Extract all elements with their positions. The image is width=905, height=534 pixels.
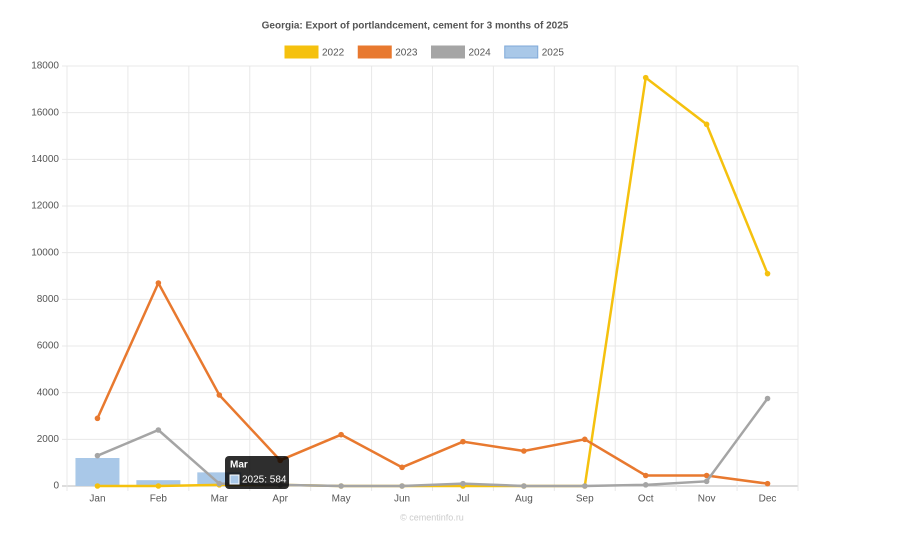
point <box>399 464 405 471</box>
point <box>642 482 649 488</box>
legend-swatch <box>504 45 539 59</box>
point <box>703 472 710 479</box>
x-tick-label: Jul <box>457 494 470 505</box>
point <box>155 280 162 286</box>
x-tick-label: Oct <box>638 494 654 505</box>
line <box>96 397 769 488</box>
point <box>642 472 649 479</box>
x-tick-label: Dec <box>759 494 777 505</box>
y-tick-label: 18000 <box>31 61 59 72</box>
legend-swatch <box>357 45 392 59</box>
point <box>460 438 466 445</box>
point <box>399 483 405 489</box>
x-tick-label: Nov <box>698 494 716 505</box>
line <box>96 280 768 485</box>
bar <box>136 480 181 486</box>
x-tick-label: Feb <box>150 494 168 505</box>
x-tick-label: Jan <box>89 494 105 505</box>
y-tick-label: 4000 <box>37 387 60 398</box>
y-tick-label: 8000 <box>37 294 60 305</box>
legend-label: 2024 <box>469 48 492 59</box>
x-tick-label: Aug <box>515 494 533 505</box>
point <box>216 392 223 398</box>
point <box>764 270 771 277</box>
point <box>581 436 588 443</box>
point <box>338 431 344 438</box>
y-tick-label: 0 <box>53 481 59 492</box>
point <box>94 452 101 459</box>
x-tick-label: Sep <box>576 494 594 505</box>
legend-swatch <box>284 45 319 59</box>
point <box>94 483 101 489</box>
y-tick-label: 14000 <box>31 154 59 165</box>
chart-title: Georgia: Export of portlandcement, cemen… <box>262 21 569 32</box>
y-tick-label: 6000 <box>37 341 60 352</box>
point <box>216 480 223 487</box>
tooltip-text: 2025: 584 <box>242 475 287 486</box>
point <box>155 483 162 489</box>
y-tick-label: 10000 <box>31 247 59 258</box>
y-tick-label: 12000 <box>31 201 59 212</box>
point <box>155 427 162 433</box>
legend-label: 2025 <box>542 48 565 59</box>
legend-label: 2022 <box>322 48 345 59</box>
point <box>338 483 344 489</box>
watermark: © cementinfo.ru <box>400 512 464 522</box>
point <box>460 480 466 487</box>
x-tick-label: May <box>332 494 351 505</box>
tooltip-title: Mar <box>230 460 248 471</box>
point <box>703 478 710 485</box>
point <box>642 74 649 81</box>
x-tick-label: Apr <box>272 494 288 505</box>
legend-label: 2023 <box>395 48 418 59</box>
point <box>521 483 527 489</box>
tooltip-box <box>225 456 289 489</box>
point <box>703 121 710 128</box>
point <box>764 480 771 487</box>
tooltip: Mar 2025: 584 <box>225 456 289 489</box>
point <box>521 448 527 454</box>
legend-swatch <box>431 45 465 59</box>
point <box>764 395 771 402</box>
x-tick-label: Mar <box>211 494 229 505</box>
bar <box>75 458 120 486</box>
x-tick-label: Jun <box>394 494 410 505</box>
y-tick-label: 16000 <box>31 107 59 118</box>
tooltip-swatch <box>229 474 240 485</box>
point <box>581 483 588 489</box>
y-tick-label: 2000 <box>37 434 60 445</box>
legend: 2022 2023 2024 2025 <box>284 45 565 59</box>
point <box>94 415 101 422</box>
